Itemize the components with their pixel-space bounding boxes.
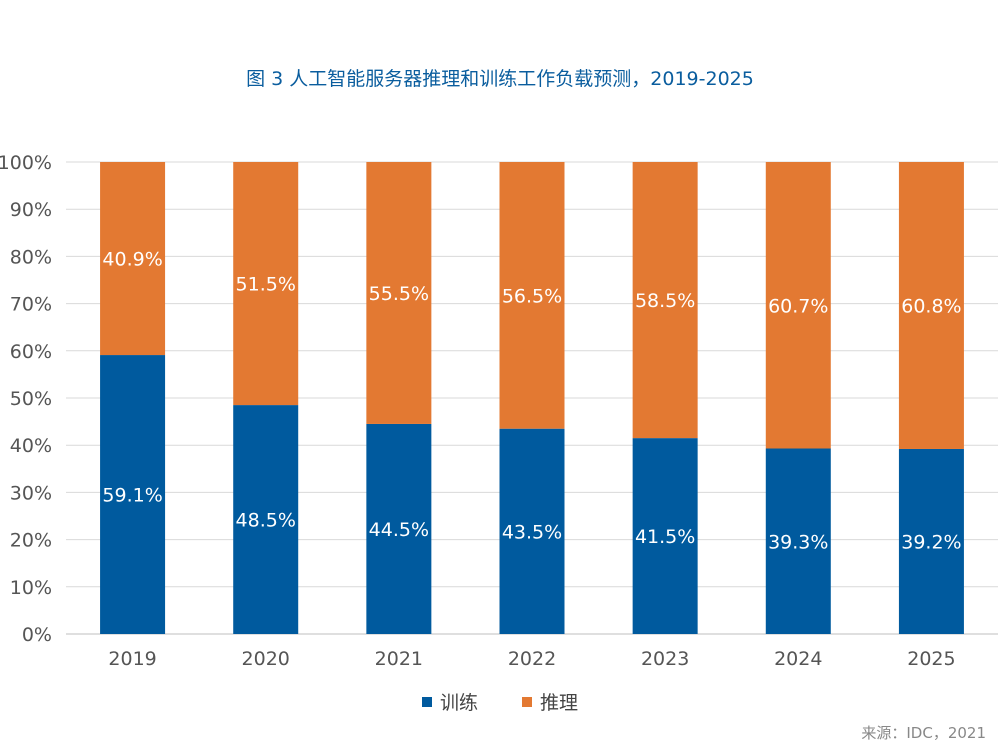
x-tick-label: 2025 [907,648,955,670]
x-tick-label: 2024 [774,648,822,670]
data-label-inference: 51.5% [236,274,296,296]
legend: 训练 推理 [0,688,1000,715]
bar-segment-inference [499,162,565,429]
source-note: 来源：IDC，2021 [861,724,986,742]
chart-title: 图 3 人工智能服务器推理和训练工作负载预测，2019-2025 [246,68,754,90]
y-tick-label: 30% [10,482,52,504]
bar-segment-inference [233,162,299,406]
bar-segment-inference [366,162,432,424]
data-label-inference: 60.7% [768,295,828,317]
legend-item-training: 训练 [421,688,478,715]
data-label-training: 43.5% [502,521,562,543]
y-tick-label: 80% [10,246,52,268]
bar-segment-training [233,405,299,634]
y-tick-label: 10% [10,577,52,599]
y-tick-label: 60% [10,341,52,363]
data-label-inference: 56.5% [502,285,562,307]
bar-segment-inference [898,162,964,449]
bar-segment-inference [100,162,166,356]
bar-segment-training [765,448,831,634]
legend-swatch-training [421,696,432,707]
data-label-inference: 58.5% [635,290,695,312]
legend-label-training: 训练 [439,692,478,714]
x-tick-label: 2023 [641,648,689,670]
x-tick-label: 2019 [108,648,156,670]
y-tick-label: 0% [22,624,52,646]
data-label-training: 59.1% [102,485,162,507]
y-tick-label: 70% [10,294,52,316]
x-tick-label: 2020 [242,648,290,670]
y-tick-label: 90% [10,199,52,221]
bar-segment-inference [765,162,831,449]
bar-segment-training [100,355,166,634]
bar-segment-training [898,448,964,634]
data-label-training: 48.5% [236,510,296,532]
legend-label-inference: 推理 [540,692,579,714]
data-label-training: 39.3% [768,531,828,553]
x-tick-label: 2021 [375,648,423,670]
data-label-training: 39.2% [901,531,961,553]
data-label-training: 44.5% [369,519,429,541]
legend-swatch-inference [522,696,532,707]
bar-segment-inference [632,162,698,439]
y-tick-label: 40% [10,435,52,457]
data-label-inference: 40.9% [102,249,162,271]
x-tick-label: 2022 [508,648,556,670]
data-label-training: 41.5% [635,526,695,548]
data-label-inference: 60.8% [901,295,961,317]
legend-item-inference: 推理 [522,688,578,715]
bar-segment-training [632,438,698,634]
data-label-inference: 55.5% [369,283,429,305]
y-tick-label: 20% [10,530,52,552]
y-tick-label: 50% [10,388,52,410]
y-tick-label: 100% [0,152,52,174]
bar-segment-training [366,423,432,634]
bar-segment-training [499,428,565,634]
